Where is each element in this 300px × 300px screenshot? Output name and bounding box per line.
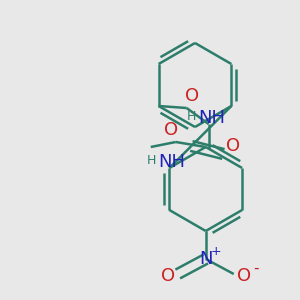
Text: -: -: [253, 260, 259, 275]
Text: O: O: [161, 267, 175, 285]
Text: +: +: [210, 244, 221, 257]
Text: N: N: [199, 250, 212, 268]
Text: O: O: [184, 87, 199, 105]
Text: H: H: [147, 154, 156, 166]
Text: NH: NH: [158, 153, 185, 171]
Text: H: H: [187, 110, 196, 122]
Text: O: O: [237, 267, 251, 285]
Text: O: O: [226, 137, 240, 155]
Text: NH: NH: [198, 109, 225, 127]
Text: O: O: [164, 121, 178, 139]
